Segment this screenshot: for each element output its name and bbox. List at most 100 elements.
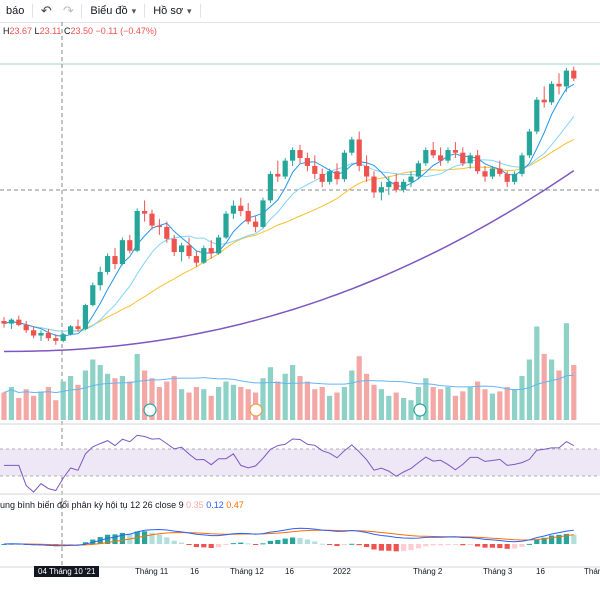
candle-body — [497, 168, 503, 174]
toolbar-divider — [144, 4, 146, 18]
candle-body — [179, 245, 185, 253]
macd-histogram-bar — [475, 544, 481, 547]
chevron-down-icon: ▾ — [187, 5, 192, 16]
candle-body — [371, 176, 377, 193]
volume-bar — [445, 387, 451, 420]
undo-button[interactable]: ↶ — [35, 0, 57, 22]
candle-body — [423, 150, 429, 164]
macd-histogram-bar — [534, 539, 540, 544]
volume-bar — [193, 387, 199, 420]
volume-bar — [119, 376, 125, 420]
macd-histogram-bar — [497, 544, 503, 549]
macd-histogram-bar — [445, 544, 451, 545]
candle-body — [171, 238, 177, 253]
candle-body — [393, 181, 399, 190]
volume-bar — [149, 378, 155, 420]
top-toolbar: báo ↶ ↷ Biểu đồ ▾ Hồ sơ ▾ — [0, 0, 600, 23]
chart-menu-button[interactable]: Biểu đồ ▾ — [84, 0, 142, 22]
volume-bar — [341, 387, 347, 420]
redo-button[interactable]: ↷ — [57, 0, 79, 22]
volume-bar — [171, 376, 177, 420]
candle-body — [349, 139, 355, 153]
volume-bar — [504, 387, 510, 420]
candle-body — [223, 213, 229, 238]
volume-bar — [134, 354, 140, 420]
alert-button-label: báo — [6, 5, 25, 17]
candle-body — [541, 99, 547, 103]
volume-bar — [452, 395, 458, 420]
candle-body — [134, 211, 140, 251]
candle-body — [238, 205, 244, 211]
rsi-line — [4, 434, 575, 493]
volume-bar — [23, 389, 29, 420]
macd-histogram-bar — [349, 543, 355, 545]
candle-body — [341, 152, 347, 180]
candle-body — [201, 248, 207, 263]
volume-bar — [386, 395, 392, 420]
candle-body — [512, 173, 518, 182]
candle-body — [216, 237, 222, 254]
volume-bar — [45, 387, 51, 420]
candle-body — [82, 305, 88, 329]
candle-body — [38, 332, 44, 336]
candle-body — [149, 213, 155, 226]
event-marker-icon — [413, 403, 427, 417]
ma-long-line — [3, 169, 575, 353]
candle-body — [297, 150, 303, 158]
candle-body — [438, 155, 444, 161]
crosshair-time-label: 04 Tháng 10 '21 — [34, 566, 100, 577]
candle-body — [8, 319, 14, 324]
volume-bar — [282, 373, 288, 420]
volume-bar — [60, 381, 66, 420]
time-axis-tick: 16 — [190, 567, 199, 576]
macd-histogram-bar — [541, 537, 547, 544]
volume-ma-line — [3, 374, 574, 394]
volume-bar — [549, 359, 555, 420]
volume-bar — [105, 373, 111, 420]
candle-body — [534, 99, 540, 132]
candle-body — [408, 176, 414, 182]
time-axis-tick: 16 — [285, 567, 294, 576]
macd-histogram-bar — [489, 544, 495, 548]
candle-body — [460, 152, 466, 164]
macd-histogram-bar — [186, 544, 192, 545]
candle-body — [482, 171, 488, 177]
candle-body — [75, 326, 81, 329]
macd-histogram-bar — [386, 544, 392, 551]
candle-body — [556, 83, 562, 87]
profile-menu-button[interactable]: Hồ sơ ▾ — [147, 0, 197, 22]
candle-body — [452, 150, 458, 153]
price-chart[interactable] — [0, 22, 600, 600]
candle-body — [334, 171, 340, 180]
macd-histogram-bar — [327, 544, 333, 545]
macd-histogram-bar — [149, 532, 155, 544]
macd-histogram-bar — [156, 534, 162, 544]
macd-histogram-bar — [105, 534, 111, 544]
macd-histogram-bar — [364, 544, 370, 548]
candle-body — [519, 155, 525, 174]
candle-body — [290, 150, 296, 161]
candle-body — [378, 187, 384, 193]
volume-bar — [393, 392, 399, 420]
volume-bar — [519, 376, 525, 420]
volume-bar — [31, 395, 37, 420]
volume-bar — [164, 381, 170, 420]
time-axis-tick: 2022 — [333, 567, 351, 576]
ma-fast-line — [3, 83, 575, 337]
volume-bar — [526, 359, 532, 420]
candle-body — [23, 324, 29, 331]
time-axis-tick: 16 — [536, 567, 545, 576]
macd-histogram-bar — [571, 534, 577, 544]
candle-body — [282, 160, 288, 177]
toolbar-divider — [199, 4, 201, 18]
volume-bar — [179, 389, 185, 420]
toolbar-alert-button[interactable]: báo — [0, 0, 30, 22]
macd-histogram-bar — [460, 544, 466, 546]
macd-histogram-bar — [438, 544, 444, 546]
macd-histogram-bar — [526, 543, 532, 545]
time-axis-tick: Tháng 3 — [483, 567, 513, 576]
macd-histogram-bar — [253, 544, 259, 545]
macd-histogram-bar — [467, 544, 473, 546]
candle-body — [489, 168, 495, 177]
macd-histogram-bar — [75, 544, 81, 545]
